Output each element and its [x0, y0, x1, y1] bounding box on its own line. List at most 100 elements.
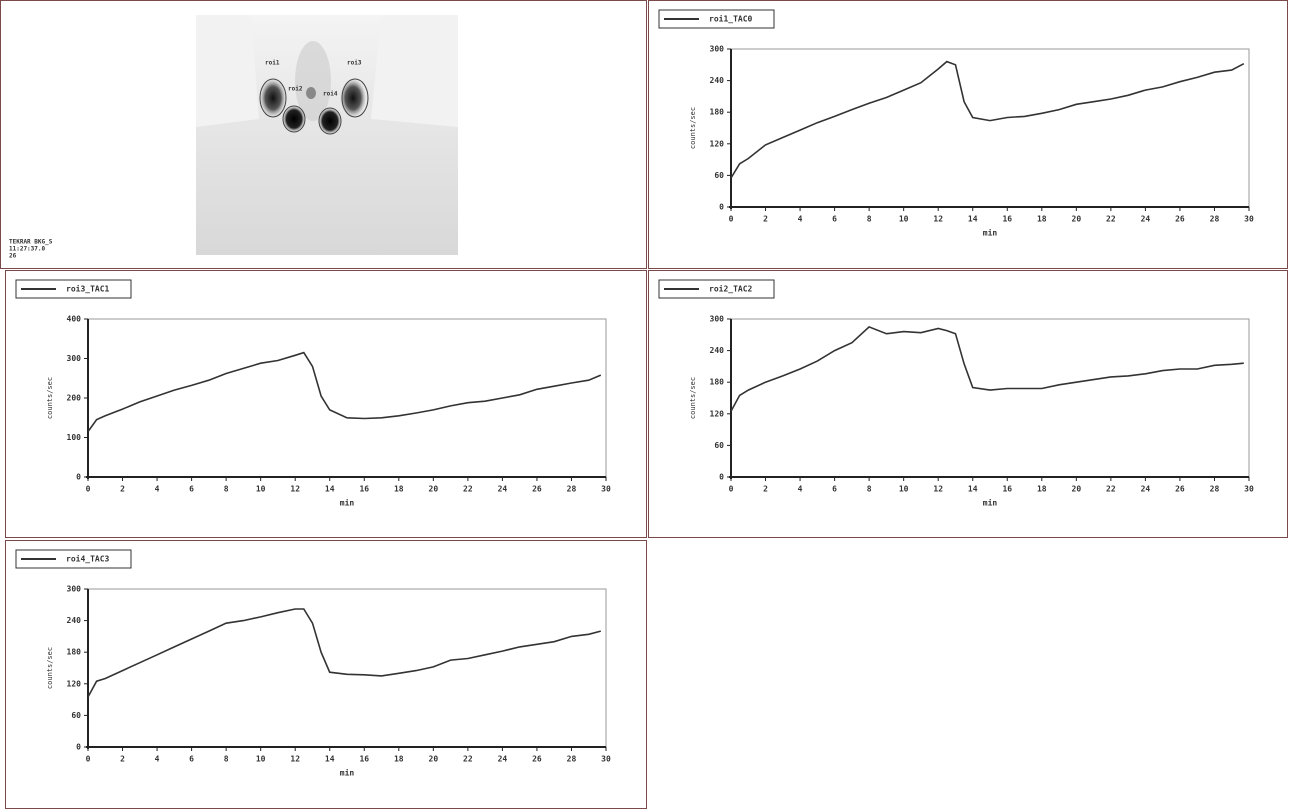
y-tick-label: 200 — [67, 394, 82, 403]
x-tick-label: 14 — [968, 215, 978, 224]
x-tick-label: 30 — [601, 755, 611, 764]
x-tick-label: 6 — [832, 485, 837, 494]
y-tick-label: 300 — [710, 45, 725, 54]
y-tick-label: 100 — [67, 433, 82, 442]
x-axis-label: min — [983, 228, 998, 238]
y-axis-label: counts/sec — [46, 377, 54, 419]
y-tick-label: 60 — [714, 171, 724, 180]
y-tick-label: 0 — [76, 743, 81, 752]
x-tick-label: 6 — [189, 485, 194, 494]
x-tick-label: 16 — [1002, 485, 1012, 494]
y-tick-label: 400 — [67, 315, 82, 324]
x-tick-label: 8 — [224, 755, 229, 764]
plot-frame — [88, 319, 606, 477]
x-axis-label: min — [340, 768, 355, 778]
y-tick-label: 120 — [67, 679, 82, 688]
y-tick-label: 240 — [710, 346, 725, 355]
x-tick-label: 2 — [120, 755, 125, 764]
x-tick-label: 28 — [1210, 485, 1220, 494]
plot-frame — [731, 49, 1249, 207]
x-tick-label: 12 — [290, 485, 300, 494]
y-axis-label: counts/sec — [689, 377, 697, 419]
x-tick-label: 4 — [155, 485, 160, 494]
y-tick-label: 0 — [719, 473, 724, 482]
x-tick-label: 2 — [120, 485, 125, 494]
x-tick-label: 28 — [567, 755, 577, 764]
data-line — [731, 62, 1244, 178]
x-tick-label: 10 — [899, 485, 909, 494]
y-tick-label: 60 — [71, 711, 81, 720]
x-axis-label: min — [983, 498, 998, 508]
x-tick-label: 4 — [798, 485, 803, 494]
x-tick-label: 0 — [86, 755, 91, 764]
x-tick-label: 14 — [325, 755, 335, 764]
data-line — [88, 353, 601, 432]
y-tick-label: 180 — [710, 108, 725, 117]
x-tick-label: 26 — [1175, 215, 1185, 224]
x-tick-label: 18 — [394, 485, 404, 494]
x-tick-label: 12 — [933, 215, 943, 224]
roi-label: roi1 — [265, 60, 280, 67]
y-axis-label: counts/sec — [46, 647, 54, 689]
x-tick-label: 8 — [224, 485, 229, 494]
x-tick-label: 26 — [532, 755, 542, 764]
x-tick-label: 20 — [1072, 485, 1082, 494]
caption: TEKRAR BKG_S — [9, 239, 53, 246]
x-tick-label: 22 — [463, 485, 473, 494]
x-tick-label: 10 — [256, 755, 266, 764]
x-tick-label: 18 — [394, 755, 404, 764]
x-tick-label: 2 — [763, 485, 768, 494]
legend-label: roi3_TAC1 — [66, 284, 110, 294]
x-tick-label: 30 — [1244, 215, 1254, 224]
y-tick-label: 0 — [719, 203, 724, 212]
x-tick-label: 24 — [498, 755, 508, 764]
y-tick-label: 120 — [710, 139, 725, 148]
legend-label: roi1_TAC0 — [709, 14, 753, 24]
x-tick-label: 20 — [1072, 215, 1082, 224]
x-tick-label: 6 — [832, 215, 837, 224]
y-tick-label: 180 — [67, 648, 82, 657]
plot-frame — [731, 319, 1249, 477]
y-tick-label: 120 — [710, 409, 725, 418]
image-panel: roi1 roi2 roi4 roi3 TEKRAR BKG_S 11:27:3… — [0, 0, 647, 269]
x-tick-label: 14 — [968, 485, 978, 494]
x-tick-label: 24 — [1141, 485, 1151, 494]
caption: 26 — [9, 253, 17, 260]
x-tick-label: 0 — [729, 215, 734, 224]
chart: 0100200300400024681012141618202224262830… — [6, 271, 645, 536]
x-tick-label: 10 — [256, 485, 266, 494]
x-tick-label: 18 — [1037, 215, 1047, 224]
caption: 11:27:37.0 — [9, 246, 46, 253]
x-tick-label: 16 — [359, 485, 369, 494]
x-tick-label: 4 — [798, 215, 803, 224]
y-tick-label: 0 — [76, 473, 81, 482]
legend-label: roi4_TAC3 — [66, 554, 110, 564]
page: {"image_panel": {"roi_labels": ["roi1", … — [0, 0, 1295, 810]
x-axis-label: min — [340, 498, 355, 508]
x-tick-label: 28 — [567, 485, 577, 494]
x-tick-label: 6 — [189, 755, 194, 764]
x-tick-label: 24 — [498, 485, 508, 494]
x-tick-label: 10 — [899, 215, 909, 224]
x-tick-label: 8 — [867, 215, 872, 224]
y-tick-label: 300 — [67, 585, 82, 594]
x-tick-label: 18 — [1037, 485, 1047, 494]
y-tick-label: 240 — [67, 616, 82, 625]
x-tick-label: 30 — [1244, 485, 1254, 494]
x-tick-label: 30 — [601, 485, 611, 494]
y-tick-label: 300 — [67, 354, 82, 363]
x-tick-label: 8 — [867, 485, 872, 494]
x-tick-label: 16 — [359, 755, 369, 764]
x-tick-label: 26 — [532, 485, 542, 494]
y-tick-label: 180 — [710, 378, 725, 387]
x-tick-label: 22 — [463, 755, 473, 764]
x-tick-label: 22 — [1106, 215, 1116, 224]
x-tick-label: 4 — [155, 755, 160, 764]
roi-label: roi4 — [323, 91, 338, 98]
chart-panel: 0601201802403000246810121416182022242628… — [648, 270, 1288, 538]
x-tick-label: 22 — [1106, 485, 1116, 494]
x-tick-label: 0 — [86, 485, 91, 494]
